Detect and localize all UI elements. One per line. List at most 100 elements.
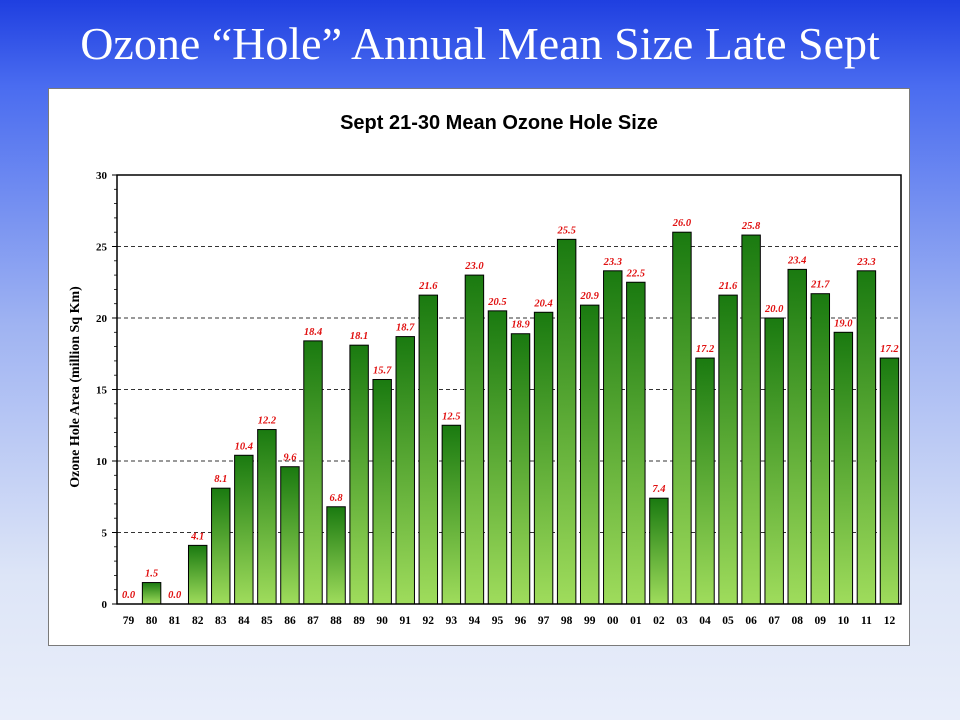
x-tick-label: 12 — [884, 615, 896, 627]
bar-chart: Sept 21-30 Mean Ozone Hole Size Ozone Ho… — [68, 112, 902, 627]
data-label: 18.4 — [304, 327, 322, 338]
data-label: 9.6 — [283, 453, 297, 464]
bar-96 — [510, 333, 531, 605]
bar-03 — [672, 231, 692, 605]
data-label: 17.2 — [880, 344, 899, 355]
x-tick-label: 87 — [307, 615, 319, 627]
x-tick-label: 84 — [238, 615, 250, 627]
data-label: 15.7 — [373, 365, 392, 376]
data-label: 22.5 — [626, 268, 645, 279]
x-tick-label: 10 — [838, 615, 850, 627]
bar-88 — [326, 506, 346, 605]
y-tick-label: 5 — [102, 528, 108, 540]
x-tick-label: 00 — [607, 615, 619, 627]
data-label: 26.0 — [672, 218, 692, 229]
data-label: 23.4 — [787, 255, 806, 266]
data-label: 18.7 — [396, 323, 415, 334]
x-tick-label: 83 — [215, 615, 227, 627]
y-tick-label: 30 — [96, 170, 108, 182]
bar-02 — [649, 497, 669, 605]
x-tick-label: 03 — [676, 615, 688, 627]
data-label: 18.1 — [350, 331, 368, 342]
x-tick-label: 82 — [192, 615, 204, 627]
data-label: 12.5 — [442, 411, 460, 422]
bar-84 — [234, 454, 254, 605]
data-label: 20.9 — [580, 291, 600, 302]
chart-panel: Sept 21-30 Mean Ozone Hole Size Ozone Ho… — [48, 88, 910, 646]
data-label: 21.7 — [810, 280, 830, 291]
x-tick-label: 86 — [284, 615, 296, 627]
data-label: 18.9 — [511, 320, 530, 331]
bar-83 — [211, 487, 231, 605]
data-label: 17.2 — [696, 344, 715, 355]
bar-05 — [718, 294, 738, 605]
data-label: 12.2 — [258, 416, 277, 427]
bar-01 — [626, 281, 646, 605]
x-tick-label: 04 — [699, 615, 711, 627]
bar-12 — [879, 357, 900, 605]
bar-92 — [418, 294, 439, 605]
data-label: 4.1 — [190, 531, 204, 542]
bar-07 — [764, 317, 784, 605]
x-tick-label: 09 — [815, 615, 827, 627]
bar-93 — [441, 424, 462, 605]
bar-11 — [856, 270, 877, 605]
bar-06 — [741, 234, 761, 605]
slide-title: Ozone “Hole” Annual Mean Size Late Sept — [80, 18, 880, 69]
bar-99 — [579, 304, 600, 605]
bar-89 — [349, 344, 369, 605]
y-axis-label: Ozone Hole Area (million Sq Km) — [68, 286, 83, 488]
bar-91 — [395, 336, 415, 605]
data-label: 25.8 — [741, 221, 761, 232]
data-label: 1.5 — [145, 569, 158, 580]
data-label: 23.0 — [464, 261, 484, 272]
data-label: 21.6 — [418, 281, 438, 292]
x-tick-label: 79 — [123, 615, 135, 627]
x-tick-label: 95 — [492, 615, 504, 627]
x-tick-label: 89 — [353, 615, 365, 627]
x-tick-label: 94 — [469, 615, 481, 627]
data-label: 10.4 — [235, 441, 253, 452]
data-label: 0.0 — [122, 590, 136, 601]
bar-87 — [303, 340, 323, 605]
x-tick-label: 99 — [584, 615, 596, 627]
chart-title: Sept 21-30 Mean Ozone Hole Size — [340, 112, 658, 134]
x-tick-label: 81 — [169, 615, 181, 627]
x-tick-label: 93 — [446, 615, 458, 627]
x-tick-label: 05 — [722, 615, 734, 627]
bar-98 — [556, 238, 577, 605]
bar-80 — [141, 582, 162, 605]
data-label: 20.4 — [533, 298, 552, 309]
data-label: 23.3 — [603, 257, 622, 268]
data-label: 0.0 — [168, 590, 182, 601]
x-tick-label: 08 — [791, 615, 803, 627]
bar-90 — [372, 378, 392, 605]
data-label: 20.5 — [487, 297, 506, 308]
x-tick-label: 85 — [261, 615, 273, 627]
data-label: 21.6 — [718, 281, 738, 292]
x-tick-label: 01 — [630, 615, 642, 627]
x-tick-label: 91 — [399, 615, 411, 627]
bar-00 — [603, 270, 623, 605]
data-label: 7.4 — [652, 484, 665, 495]
y-tick-label: 25 — [96, 242, 108, 254]
data-label: 8.1 — [214, 474, 227, 485]
data-label: 20.0 — [764, 304, 784, 315]
bar-09 — [810, 293, 831, 605]
x-tick-label: 80 — [146, 615, 158, 627]
data-label: 25.5 — [556, 225, 575, 236]
bar-82 — [187, 544, 208, 605]
data-label: 19.0 — [834, 318, 853, 329]
x-tick-label: 02 — [653, 615, 665, 627]
data-label: 23.3 — [856, 257, 875, 268]
bar-94 — [464, 274, 485, 605]
x-tick-label: 96 — [515, 615, 527, 627]
x-tick-label: 11 — [861, 615, 872, 627]
x-tick-label: 98 — [561, 615, 573, 627]
y-tick-label: 20 — [96, 313, 108, 325]
x-tick-label: 97 — [538, 615, 550, 627]
x-tick-label: 90 — [376, 615, 388, 627]
bar-04 — [695, 357, 715, 605]
x-tick-label: 88 — [330, 615, 342, 627]
x-tick-label: 06 — [745, 615, 757, 627]
